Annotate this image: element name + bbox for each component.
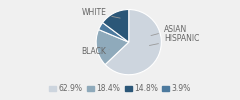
Wedge shape <box>105 10 161 75</box>
Legend: 62.9%, 18.4%, 14.8%, 3.9%: 62.9%, 18.4%, 14.8%, 3.9% <box>46 81 194 96</box>
Text: BLACK: BLACK <box>81 47 109 56</box>
Text: ASIAN: ASIAN <box>151 25 187 36</box>
Wedge shape <box>96 30 129 65</box>
Text: WHITE: WHITE <box>81 8 120 18</box>
Text: HISPANIC: HISPANIC <box>149 34 199 46</box>
Wedge shape <box>103 10 129 42</box>
Wedge shape <box>99 23 129 42</box>
